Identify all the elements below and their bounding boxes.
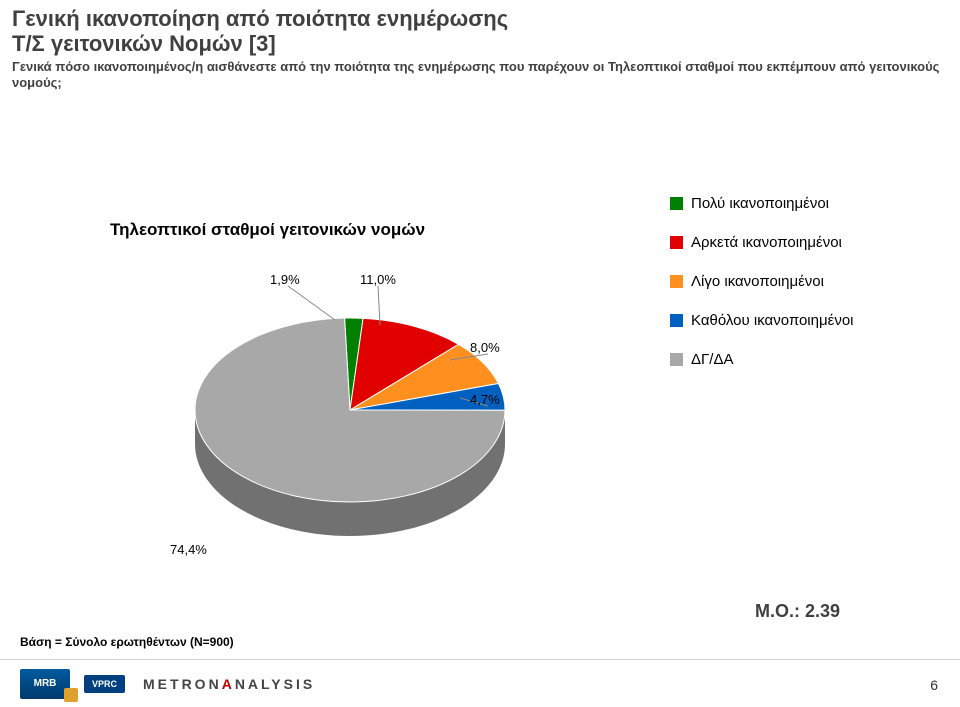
pie-chart: 1,9%11,0%8,0%4,7%74,4%: [150, 280, 570, 580]
legend-item: ΔΓ/ΔΑ: [670, 351, 930, 368]
logo-metronanalysis: METRONANALYSIS: [143, 676, 315, 692]
leader-line: [288, 286, 335, 320]
chart-title: Τηλεοπτικοί σταθμοί γειτονικών νομών: [110, 220, 425, 240]
mean-label: Μ.Ο.: 2.39: [755, 601, 840, 622]
legend-swatch: [670, 197, 683, 210]
logo-metron-part2: A: [222, 676, 235, 692]
legend-swatch: [670, 236, 683, 249]
legend-item: Καθόλου ικανοποιημένοι: [670, 312, 930, 329]
legend-swatch: [670, 275, 683, 288]
page-subtitle: Γενικά πόσο ικανοποιημένος/η αισθάνεστε …: [12, 59, 948, 92]
legend-label: Αρκετά ικανοποιημένοι: [691, 234, 842, 251]
logo-vprc-text: VPRC: [92, 679, 117, 689]
page-title: Γενική ικανοποίηση από ποιότητα ενημέρωσ…: [12, 6, 948, 57]
logo-metron-part3: NALYSIS: [235, 676, 315, 692]
page-number: 6: [930, 677, 938, 693]
title-line2: T/Σ γειτονικών Νομών [3]: [12, 31, 276, 56]
legend: Πολύ ικανοποιημένοι Αρκετά ικανοποιημένοι…: [670, 195, 930, 390]
base-note: Βάση = Σύνολο ερωτηθέντων (N=900): [20, 635, 234, 649]
pie-slice-label: 8,0%: [470, 340, 500, 355]
footer: MRB VPRC METRONANALYSIS 6: [0, 659, 960, 707]
legend-label: Καθόλου ικανοποιημένοι: [691, 312, 854, 329]
logo-metron-part1: METRON: [143, 676, 222, 692]
pie-svg: [150, 280, 570, 580]
legend-item: Λίγο ικανοποιημένοι: [670, 273, 930, 290]
pie-slice-label: 11,0%: [360, 272, 396, 287]
legend-label: Λίγο ικανοποιημένοι: [691, 273, 824, 290]
legend-label: Πολύ ικανοποιημένοι: [691, 195, 829, 212]
legend-item: Αρκετά ικανοποιημένοι: [670, 234, 930, 251]
pie-slice-label: 4,7%: [470, 392, 500, 407]
pie-slice-label: 74,4%: [170, 542, 207, 557]
page: Γενική ικανοποίηση από ποιότητα ενημέρωσ…: [0, 0, 960, 707]
pie-slice-label: 1,9%: [270, 272, 300, 287]
header: Γενική ικανοποίηση από ποιότητα ενημέρωσ…: [0, 0, 960, 95]
logo-mrb-text: MRB: [34, 678, 57, 689]
title-line1: Γενική ικανοποίηση από ποιότητα ενημέρωσ…: [12, 6, 508, 31]
legend-label: ΔΓ/ΔΑ: [691, 351, 733, 368]
logo-mrb: MRB: [20, 669, 70, 699]
logo-vprc: VPRC: [84, 675, 125, 693]
legend-swatch: [670, 314, 683, 327]
legend-item: Πολύ ικανοποιημένοι: [670, 195, 930, 212]
legend-swatch: [670, 353, 683, 366]
